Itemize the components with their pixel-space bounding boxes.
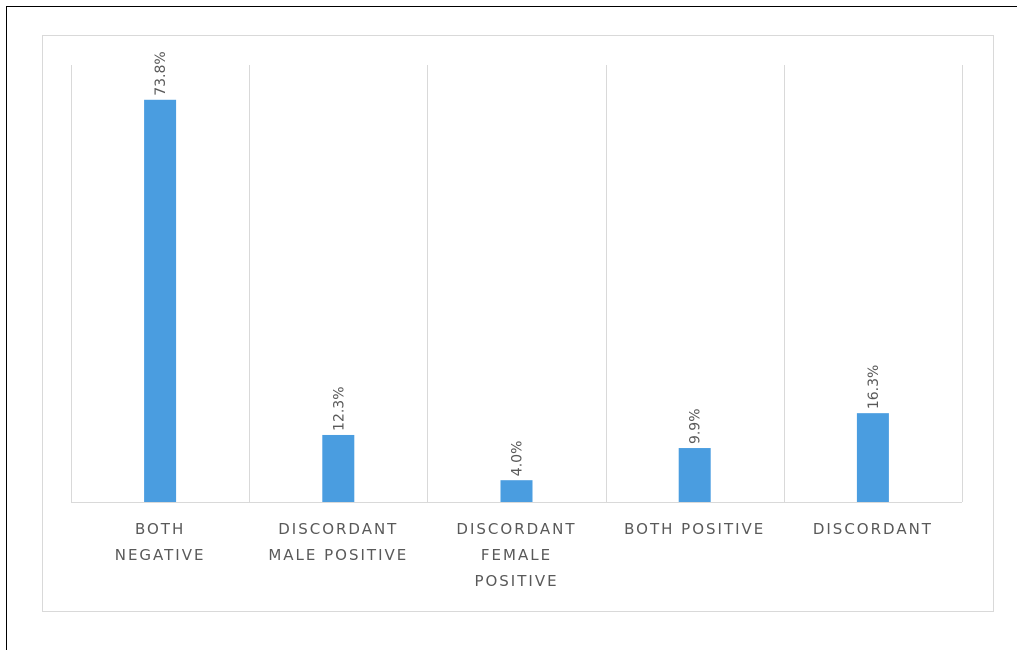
category-label: FEMALE: [481, 546, 552, 564]
data-label: 4.0%: [510, 441, 526, 477]
chart-area: 73.8% BOTH NEGATIVE 12.3% DISCORDANT MALE POS…: [42, 35, 994, 612]
category-label: DISCORDANT: [278, 520, 398, 538]
category-label: POSITIVE: [474, 572, 558, 590]
category-label: DISCORDANT: [813, 520, 933, 538]
data-label: 73.8%: [153, 51, 169, 95]
category-label: BOTH: [135, 520, 185, 538]
data-label: 12.3%: [331, 386, 347, 430]
bar-chart: 73.8% BOTH NEGATIVE 12.3% DISCORDANT MALE POS…: [71, 51, 963, 590]
outer-frame: [6, 6, 1017, 650]
bar: [500, 480, 533, 502]
bar: [856, 413, 889, 502]
category-label: DISCORDANT: [456, 520, 576, 538]
category-label: MALE POSITIVE: [268, 546, 408, 564]
category-label: NEGATIVE: [115, 546, 206, 564]
bar: [322, 434, 355, 502]
category-label: BOTH POSITIVE: [624, 520, 765, 538]
data-label: 9.9%: [688, 408, 704, 444]
bar: [678, 448, 711, 502]
bar: [144, 99, 177, 502]
data-label: 16.3%: [866, 365, 882, 409]
